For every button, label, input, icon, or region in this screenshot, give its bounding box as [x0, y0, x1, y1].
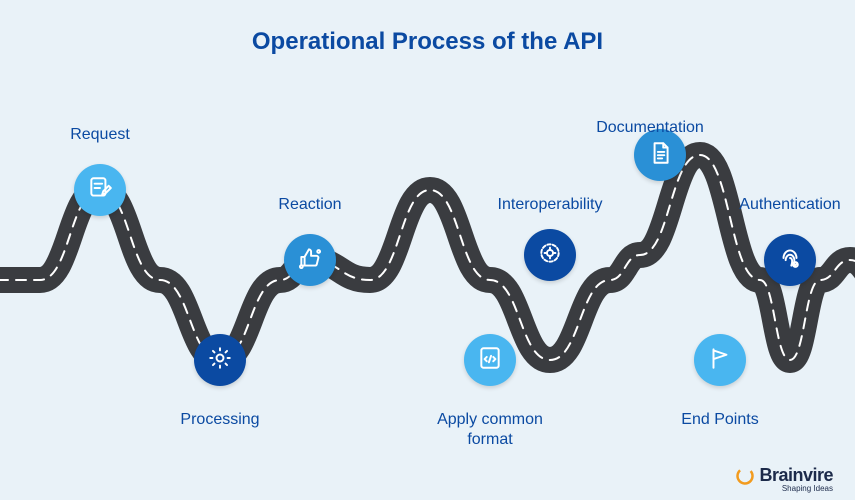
- doc-lines-icon: [647, 140, 673, 171]
- node-endpoints: [694, 334, 746, 386]
- diagram-canvas: Operational Process of the API RequestPr…: [0, 0, 855, 500]
- brand-tagline: Shaping Ideas: [782, 484, 833, 493]
- node-processing: [194, 334, 246, 386]
- fingerprint-icon: [777, 245, 803, 276]
- label-authentication: Authentication: [739, 195, 840, 215]
- node-authentication: [764, 234, 816, 286]
- code-file-icon: [477, 345, 503, 376]
- brand-icon: [735, 466, 755, 486]
- gear-icon: [207, 345, 233, 376]
- label-reaction: Reaction: [278, 195, 341, 215]
- node-reaction: [284, 234, 336, 286]
- label-interoperability: Interoperability: [498, 195, 603, 215]
- brand-logo: Brainvire Shaping Ideas: [735, 465, 833, 486]
- label-processing: Processing: [180, 410, 259, 430]
- thumbs-up-icon: [297, 245, 323, 276]
- label-endpoints: End Points: [681, 410, 758, 430]
- node-interoperability: [524, 229, 576, 281]
- label-apply-format: Apply common format: [437, 410, 543, 450]
- node-request: [74, 164, 126, 216]
- node-apply-format: [464, 334, 516, 386]
- flag-icon: [707, 345, 733, 376]
- label-documentation: Documentation: [596, 118, 704, 138]
- label-request: Request: [70, 125, 130, 145]
- cog-ring-icon: [537, 240, 563, 271]
- document-edit-icon: [87, 175, 113, 206]
- brand-name: Brainvire: [759, 465, 833, 485]
